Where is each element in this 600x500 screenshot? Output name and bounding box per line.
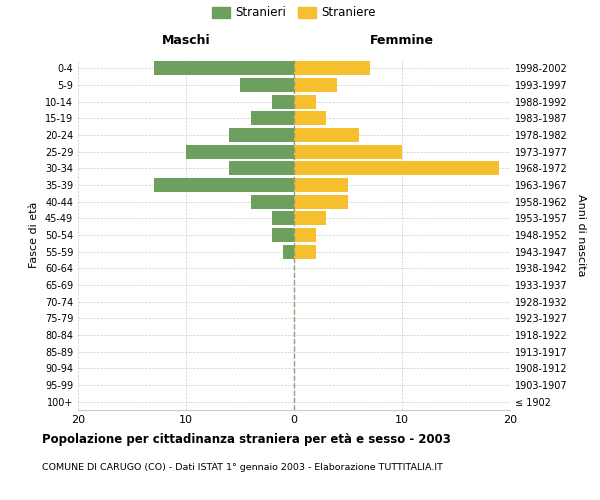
Bar <box>294 228 316 242</box>
Bar <box>294 178 348 192</box>
Text: Popolazione per cittadinanza straniera per età e sesso - 2003: Popolazione per cittadinanza straniera p… <box>42 432 451 446</box>
Bar <box>283 244 294 259</box>
Bar <box>294 194 348 209</box>
Bar <box>294 112 326 126</box>
Bar <box>154 178 294 192</box>
Y-axis label: Fasce di età: Fasce di età <box>29 202 39 268</box>
Bar <box>294 144 402 159</box>
Bar <box>186 144 294 159</box>
Bar <box>229 162 294 175</box>
Bar <box>294 244 316 259</box>
Bar <box>294 128 359 142</box>
Text: COMUNE DI CARUGO (CO) - Dati ISTAT 1° gennaio 2003 - Elaborazione TUTTITALIA.IT: COMUNE DI CARUGO (CO) - Dati ISTAT 1° ge… <box>42 462 443 471</box>
Bar <box>240 78 294 92</box>
Bar <box>154 62 294 76</box>
Bar <box>251 112 294 126</box>
Bar <box>294 94 316 109</box>
Bar <box>294 62 370 76</box>
Y-axis label: Anni di nascita: Anni di nascita <box>576 194 586 276</box>
Bar <box>294 162 499 175</box>
Legend: Stranieri, Straniere: Stranieri, Straniere <box>212 6 376 20</box>
Text: Maschi: Maschi <box>161 34 211 46</box>
Bar <box>251 194 294 209</box>
Bar <box>272 211 294 226</box>
Bar <box>294 78 337 92</box>
Text: Femmine: Femmine <box>370 34 434 46</box>
Bar <box>229 128 294 142</box>
Bar <box>272 94 294 109</box>
Bar <box>272 228 294 242</box>
Bar <box>294 211 326 226</box>
